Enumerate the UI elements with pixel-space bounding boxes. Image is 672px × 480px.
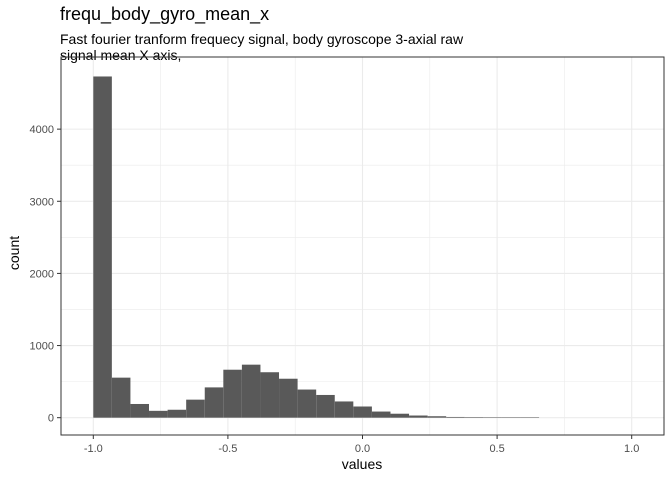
histogram-bar — [464, 417, 484, 418]
x-tick-label: 1.0 — [624, 443, 639, 455]
x-tick-label: -0.5 — [218, 443, 237, 455]
y-tick-label: 2000 — [30, 268, 54, 280]
histogram-bar — [390, 413, 410, 418]
chart-title: frequ_body_gyro_mean_x — [60, 4, 270, 24]
histogram-bars — [93, 76, 540, 418]
x-tick-label: 0.0 — [355, 443, 370, 455]
y-tick-label: 1000 — [30, 341, 54, 353]
histogram-bar — [501, 417, 521, 418]
histogram-bar — [483, 417, 502, 418]
axes: -1.0 -0.5 0.0 0.5 1.0 0 1000 2000 3000 4000 — [30, 124, 640, 455]
histogram-bar — [241, 364, 261, 418]
histogram-bar — [149, 410, 168, 418]
histogram-bar — [111, 377, 131, 418]
histogram-bar — [297, 389, 317, 418]
histogram-bar — [186, 399, 205, 418]
histogram-bar — [409, 415, 428, 418]
chart-subtitle: Fast fourier tranform frequecy signal, b… — [60, 31, 464, 63]
x-axis-label: values — [342, 456, 382, 472]
histogram-bar — [520, 417, 540, 418]
x-tick-label: -1.0 — [84, 443, 103, 455]
histogram-bar — [204, 387, 224, 418]
histogram-bar — [334, 401, 354, 418]
histogram-bar — [371, 411, 391, 418]
histogram-bar — [446, 416, 465, 418]
histogram-bar — [167, 409, 187, 418]
y-tick-label: 3000 — [30, 196, 54, 208]
y-tick-label: 0 — [48, 413, 54, 425]
grid-lines — [61, 57, 664, 435]
histogram-bar — [223, 369, 242, 418]
y-tick-label: 4000 — [30, 124, 54, 136]
histogram-bar — [93, 76, 112, 418]
y-axis-label: count — [6, 236, 22, 270]
histogram-bar — [353, 406, 372, 418]
histogram-bar — [260, 372, 280, 418]
histogram-bar — [279, 378, 298, 418]
histogram-bar — [130, 403, 150, 418]
histogram-bar — [427, 416, 447, 418]
histogram-bar — [316, 394, 335, 418]
x-tick-label: 0.5 — [489, 443, 504, 455]
